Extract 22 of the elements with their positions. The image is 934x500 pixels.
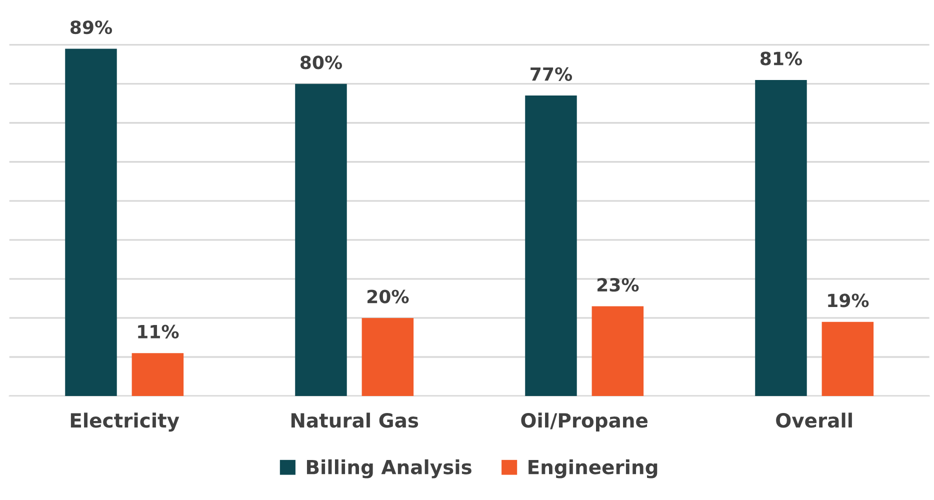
data-label: 80% (300, 56, 342, 70)
bar (132, 353, 184, 396)
x-tick-label: Natural Gas (291, 412, 418, 428)
data-label: 11% (138, 324, 179, 338)
x-tick-label: Electricity (70, 412, 180, 432)
data-label: 23% (598, 278, 639, 292)
bar (592, 306, 644, 396)
data-label: 77% (530, 67, 572, 81)
bar (755, 80, 807, 396)
bar (362, 318, 414, 396)
legend-label: Billing Analysis (306, 459, 472, 478)
bar (65, 48, 117, 396)
bar (822, 322, 874, 396)
data-label: 19% (828, 294, 869, 308)
data-label: 20% (368, 290, 409, 304)
bar (525, 96, 577, 396)
bar (295, 84, 347, 396)
x-tick-label: Oil/Propane (521, 412, 648, 432)
data-label: 81% (760, 52, 802, 66)
legend-label: Engineering (528, 459, 658, 478)
x-tick-label: Overall (776, 412, 852, 428)
data-label: 89% (70, 20, 112, 34)
